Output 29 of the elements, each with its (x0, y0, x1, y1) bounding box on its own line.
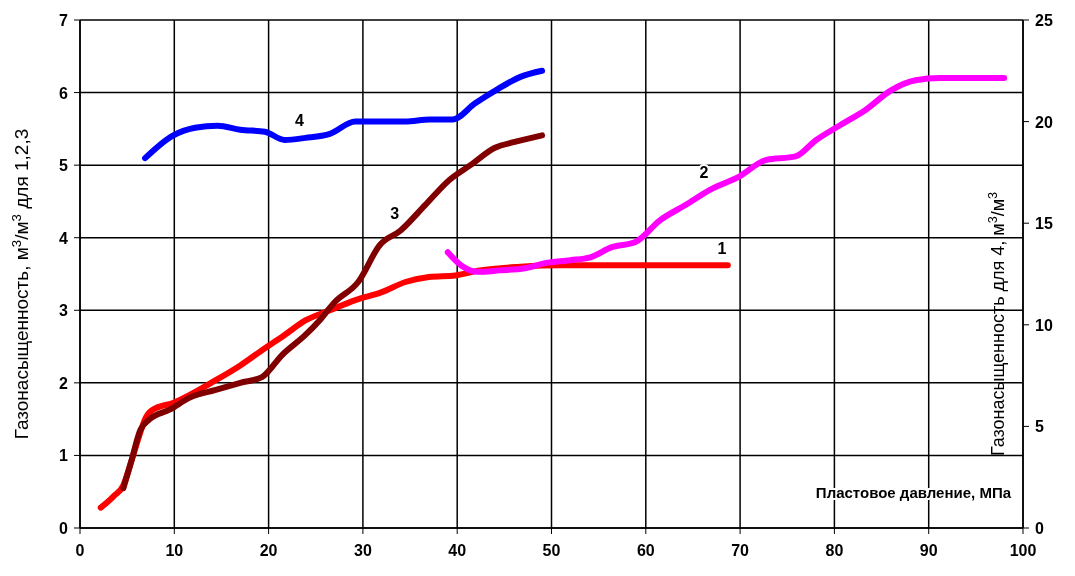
x-tick-label: 70 (731, 542, 750, 559)
x-tick-label: 20 (259, 542, 278, 559)
annotation: 2 (699, 164, 709, 182)
y-tick-label: 2 (59, 374, 69, 392)
annotation: 3 (390, 204, 400, 222)
y2-tick-label: 5 (1035, 418, 1044, 436)
y2-tick-label: 10 (1035, 316, 1053, 334)
annotation: 1 (717, 239, 727, 257)
y-tick-label: 7 (59, 12, 69, 29)
x-tick-label: 30 (354, 542, 372, 559)
y2-tick-label: 15 (1035, 215, 1053, 233)
x-tick-label: 40 (448, 542, 467, 559)
y2-tick-label: 0 (1035, 520, 1044, 537)
x-tick-label: 0 (75, 542, 85, 559)
y-tick-label: 5 (59, 157, 69, 175)
x-tick-label: 50 (542, 542, 561, 559)
x-tick-label: 80 (825, 542, 844, 559)
y2-tick-label: 25 (1035, 12, 1053, 29)
y-tick-label: 3 (59, 302, 69, 320)
y-tick-label: 4 (59, 229, 69, 247)
x-tick-label: 10 (165, 542, 184, 559)
y-tick-label: 1 (59, 447, 69, 465)
x-tick-label: 90 (919, 542, 938, 559)
y-tick-label: 6 (59, 84, 69, 102)
x-tick-label: 60 (636, 542, 655, 559)
y2-tick-label: 20 (1035, 113, 1053, 131)
annotation: 4 (294, 111, 304, 129)
y-tick-label: 0 (59, 520, 69, 537)
x-tick-label: 100 (1009, 542, 1037, 559)
